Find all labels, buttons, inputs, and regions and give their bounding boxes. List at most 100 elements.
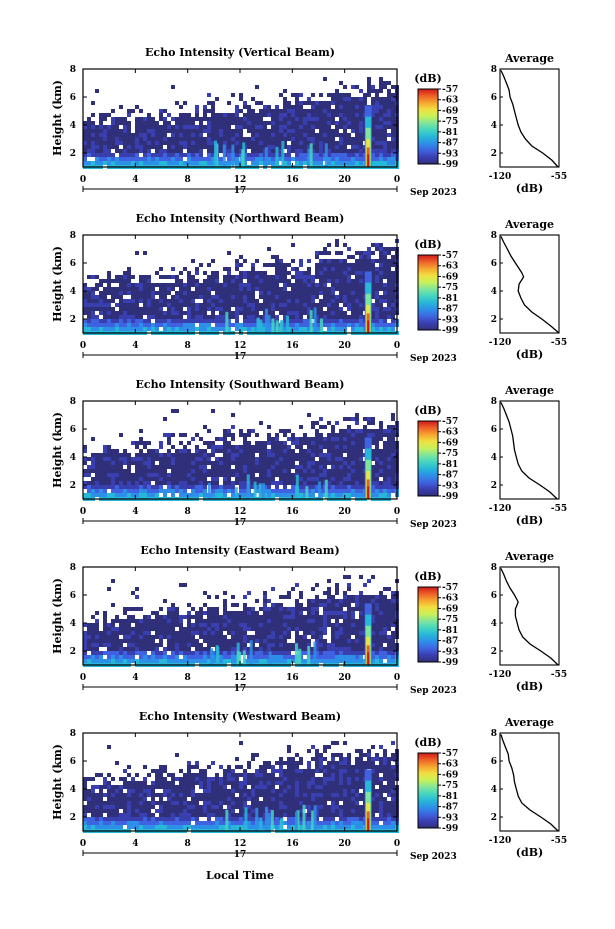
- echo-cell: [355, 413, 359, 417]
- echo-cell: [323, 611, 327, 615]
- echo-cell: [303, 145, 307, 149]
- echo-cell: [179, 137, 183, 141]
- echo-cell: [235, 141, 239, 145]
- echo-cell: [379, 433, 383, 437]
- echo-cell: [207, 315, 211, 319]
- echo-cell: [339, 311, 343, 315]
- echo-cell: [255, 445, 259, 449]
- echo-cell: [147, 157, 151, 161]
- echo-cell: [391, 121, 395, 125]
- echo-cell: [159, 619, 163, 623]
- echo-cell: [87, 145, 91, 149]
- echo-cell: [223, 473, 227, 477]
- echo-cell: [311, 599, 315, 603]
- echo-cell: [171, 603, 175, 607]
- echo-cell: [103, 319, 107, 323]
- echo-cell: [355, 473, 359, 477]
- echo-cell: [155, 129, 159, 133]
- echo-cell: [175, 465, 179, 469]
- echo-cell: [339, 489, 343, 493]
- echo-cell: [243, 607, 247, 611]
- echo-cell: [147, 299, 151, 303]
- echo-cell: [107, 307, 111, 311]
- echo-cell: [255, 137, 259, 141]
- echo-cell: [147, 113, 151, 117]
- echo-cell: [219, 485, 223, 489]
- echo-cell: [383, 327, 387, 331]
- echo-cell: [183, 449, 187, 453]
- echo-cell: [187, 457, 191, 461]
- echo-cell: [343, 635, 347, 639]
- echo-cell: [155, 121, 159, 125]
- echo-cell: [147, 643, 151, 647]
- echo-cell: [143, 327, 147, 331]
- echo-cell: [275, 647, 279, 651]
- echo-cell: [163, 469, 167, 473]
- echo-cell: [87, 149, 91, 153]
- echo-cell: [371, 485, 375, 489]
- echo-cell: [255, 311, 259, 315]
- echo-cell: [327, 105, 331, 109]
- echo-cell: [163, 457, 167, 461]
- echo-cell: [279, 125, 283, 129]
- echo-cell: [139, 481, 143, 485]
- echo-cell: [107, 449, 111, 453]
- echo-cell: [331, 327, 335, 331]
- echo-cell: [115, 161, 119, 165]
- echo-cell: [87, 627, 91, 631]
- echo-cell: [379, 307, 383, 311]
- echo-cell: [291, 619, 295, 623]
- echo-cell: [307, 283, 311, 287]
- echo-cell: [131, 635, 135, 639]
- colorbar-tick-label: -93: [442, 481, 458, 491]
- echo-cell: [163, 291, 167, 295]
- echo-cell: [167, 461, 171, 465]
- echo-cell: [155, 493, 159, 497]
- echo-cell: [163, 311, 167, 315]
- echo-cell: [111, 493, 115, 497]
- echo-cell: [391, 477, 395, 481]
- echo-cell: [119, 303, 123, 307]
- echo-cell: [283, 101, 287, 105]
- echo-cell: [183, 481, 187, 485]
- echo-cell: [391, 485, 395, 489]
- echo-cell: [271, 287, 275, 291]
- echo-cell: [387, 323, 391, 327]
- echo-cell: [107, 153, 111, 157]
- echo-cell: [271, 457, 275, 461]
- echo-cell: [159, 287, 163, 291]
- echo-cell: [219, 631, 223, 635]
- echo-cell: [351, 145, 355, 149]
- echo-cell: [155, 489, 159, 493]
- echo-cell: [355, 631, 359, 635]
- echo-cell: [359, 591, 363, 595]
- echo-cell: [275, 117, 279, 121]
- echo-cell: [307, 275, 311, 279]
- echo-cell: [227, 133, 231, 137]
- echo-cell: [203, 639, 207, 643]
- echo-cell: [111, 639, 115, 643]
- echo-cell: [215, 133, 219, 137]
- echo-cell: [131, 651, 135, 655]
- echo-cell: [279, 643, 283, 647]
- echo-cell: [359, 615, 363, 619]
- echo-cell: [223, 315, 227, 319]
- echo-cell: [387, 287, 391, 291]
- echo-cell: [331, 113, 335, 117]
- echo-cell: [147, 315, 151, 319]
- echo-cell: [235, 149, 239, 153]
- echo-cell: [375, 97, 379, 101]
- echo-cell: [307, 141, 311, 145]
- echo-cell: [179, 125, 183, 129]
- echo-cell: [159, 161, 163, 165]
- echo-cell: [295, 457, 299, 461]
- echo-cell: [311, 489, 315, 493]
- echo-cell: [235, 125, 239, 129]
- echo-cell: [135, 125, 139, 129]
- echo-cell: [115, 129, 119, 133]
- echo-cell: [251, 635, 255, 639]
- echo-cell: [383, 129, 387, 133]
- echo-cell: [195, 327, 199, 331]
- echo-cell: [283, 327, 287, 331]
- echo-cell: [163, 323, 167, 327]
